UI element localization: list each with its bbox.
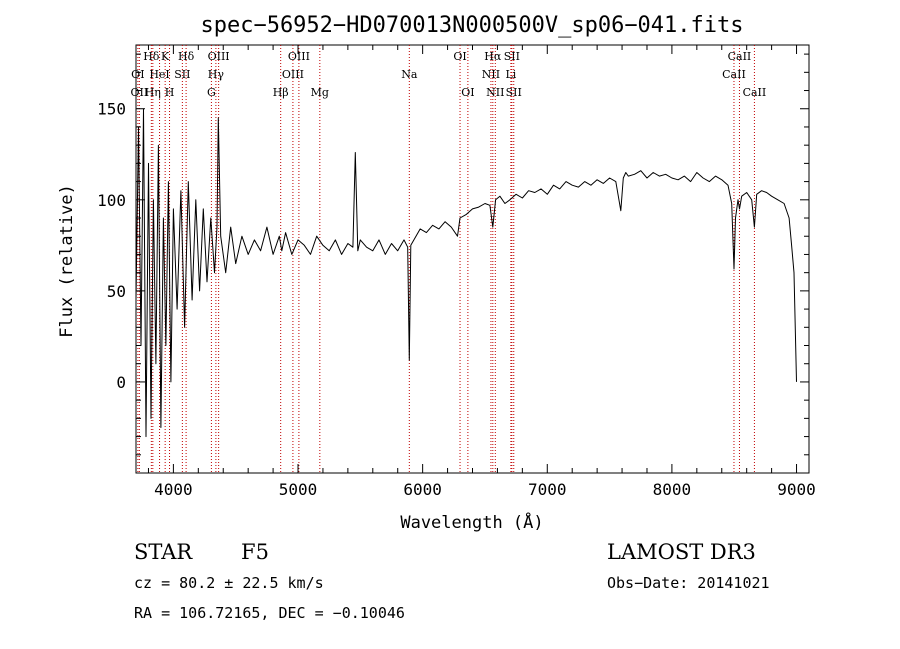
spectral-line-label: OIII — [208, 50, 230, 63]
spectral-line-label: Na — [401, 68, 418, 81]
spectral-line-label: OII — [131, 86, 149, 99]
redshift-info: cz = 80.2 ± 22.5 km/s — [134, 574, 324, 592]
spectral-line-label: SII — [504, 50, 520, 63]
x-tick-label: 5000 — [279, 480, 318, 499]
spectral-line-label: Hδ — [178, 50, 195, 63]
spectral-line-label: OI — [131, 68, 144, 81]
spectral-line-label: CaII — [722, 68, 746, 81]
spectral-line-label: CaII — [728, 50, 752, 63]
survey-name: LAMOST DR3 — [607, 540, 756, 564]
spectral-line-markers — [137, 45, 755, 473]
spectral-line-label: Hδ — [143, 50, 160, 63]
obs-date: Obs−Date: 20141021 — [607, 574, 770, 592]
object-class: STAR — [134, 540, 193, 564]
spectral-line-label: Mg — [311, 86, 329, 99]
y-tick-label: 0 — [116, 373, 126, 392]
spectral-line-label: K — [161, 50, 170, 63]
coordinates: RA = 106.72165, DEC = −0.10046 — [134, 604, 405, 622]
spectral-line-label: Hη — [145, 86, 161, 99]
spectral-line-label: OIII — [288, 50, 310, 63]
y-axis-label: Flux (relative) — [57, 184, 77, 338]
x-tick-label: 8000 — [653, 480, 692, 499]
y-tick-label: 50 — [107, 282, 126, 301]
y-tick-label: 150 — [97, 100, 126, 119]
spectral-line-label: NII — [486, 86, 504, 99]
x-tick-label: 9000 — [777, 480, 816, 499]
x-axis-label: Wavelength (Å) — [400, 511, 543, 533]
spectral-line-label: HeI — [149, 68, 169, 81]
object-subclass: F5 — [241, 540, 269, 564]
chart-title: spec−56952−HD070013N000500V_sp06−041.fit… — [200, 13, 743, 38]
x-tick-label: 7000 — [528, 480, 567, 499]
axis-ticks: 4000 5000 6000 7000 8000 9000 0 50 100 150 — [97, 45, 816, 499]
spectral-line-label: OI — [453, 50, 466, 63]
flux-series — [135, 108, 797, 438]
spectral-line-label: G — [207, 86, 216, 99]
spectral-line-label: OI — [461, 86, 474, 99]
x-tick-label: 4000 — [154, 480, 193, 499]
spectral-line-label: SII — [506, 86, 522, 99]
spectral-line-label: Hβ — [273, 86, 289, 99]
spectral-line-label: Hα — [484, 50, 502, 63]
spectral-line-label: SII — [174, 68, 190, 81]
spectral-line-label: OIII — [282, 68, 304, 81]
spectral-line-label: CaII — [743, 86, 767, 99]
spectral-line-label: NII — [482, 68, 500, 81]
x-tick-label: 6000 — [403, 480, 442, 499]
spectral-line-label: Hγ — [208, 68, 225, 81]
y-tick-label: 100 — [97, 191, 126, 210]
flux-line — [135, 108, 797, 438]
spectral-line-label: H — [165, 86, 175, 99]
spectral-line-labels: Hδ OI OII K HeI Hη H SII Hδ OIII Hγ G Hβ OIII OIII Mg Na… — [131, 50, 767, 99]
spectral-line-label: Li — [505, 68, 516, 81]
